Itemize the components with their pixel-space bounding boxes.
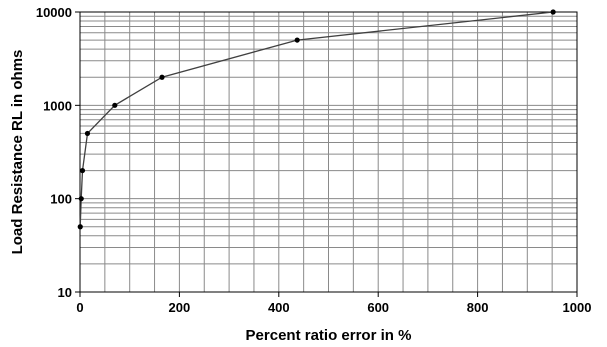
x-axis-title: Percent ratio error in % (246, 327, 412, 344)
data-point (78, 196, 84, 202)
x-tick-label: 800 (467, 300, 489, 315)
data-point (84, 130, 91, 137)
series-layer (77, 9, 556, 230)
y-tick-label: 10 (58, 285, 72, 300)
x-axis-ticks: 0 200 400 600 800 1000 (76, 292, 591, 315)
y-axis-ticks: 10 100 1000 10000 (36, 5, 80, 300)
x-tick-label: 1000 (563, 300, 592, 315)
series-line (79, 11, 554, 227)
y-tick-label: 100 (50, 192, 72, 207)
y-axis-title: Load Resistance RL in ohms (9, 50, 26, 255)
y-tick-label: 10000 (36, 5, 72, 20)
x-tick-label: 600 (367, 300, 389, 315)
x-tick-label: 0 (76, 300, 83, 315)
x-tick-label: 200 (169, 300, 191, 315)
data-point (112, 102, 118, 108)
x-tick-label: 400 (268, 300, 290, 315)
data-point (159, 74, 165, 80)
data-point (294, 37, 300, 43)
grid-layer (80, 12, 577, 292)
y-tick-label: 1000 (43, 98, 72, 113)
data-point (77, 224, 83, 230)
data-point (550, 9, 556, 15)
plot-area (77, 9, 578, 293)
plot-border (79, 11, 578, 293)
data-point (79, 167, 86, 174)
